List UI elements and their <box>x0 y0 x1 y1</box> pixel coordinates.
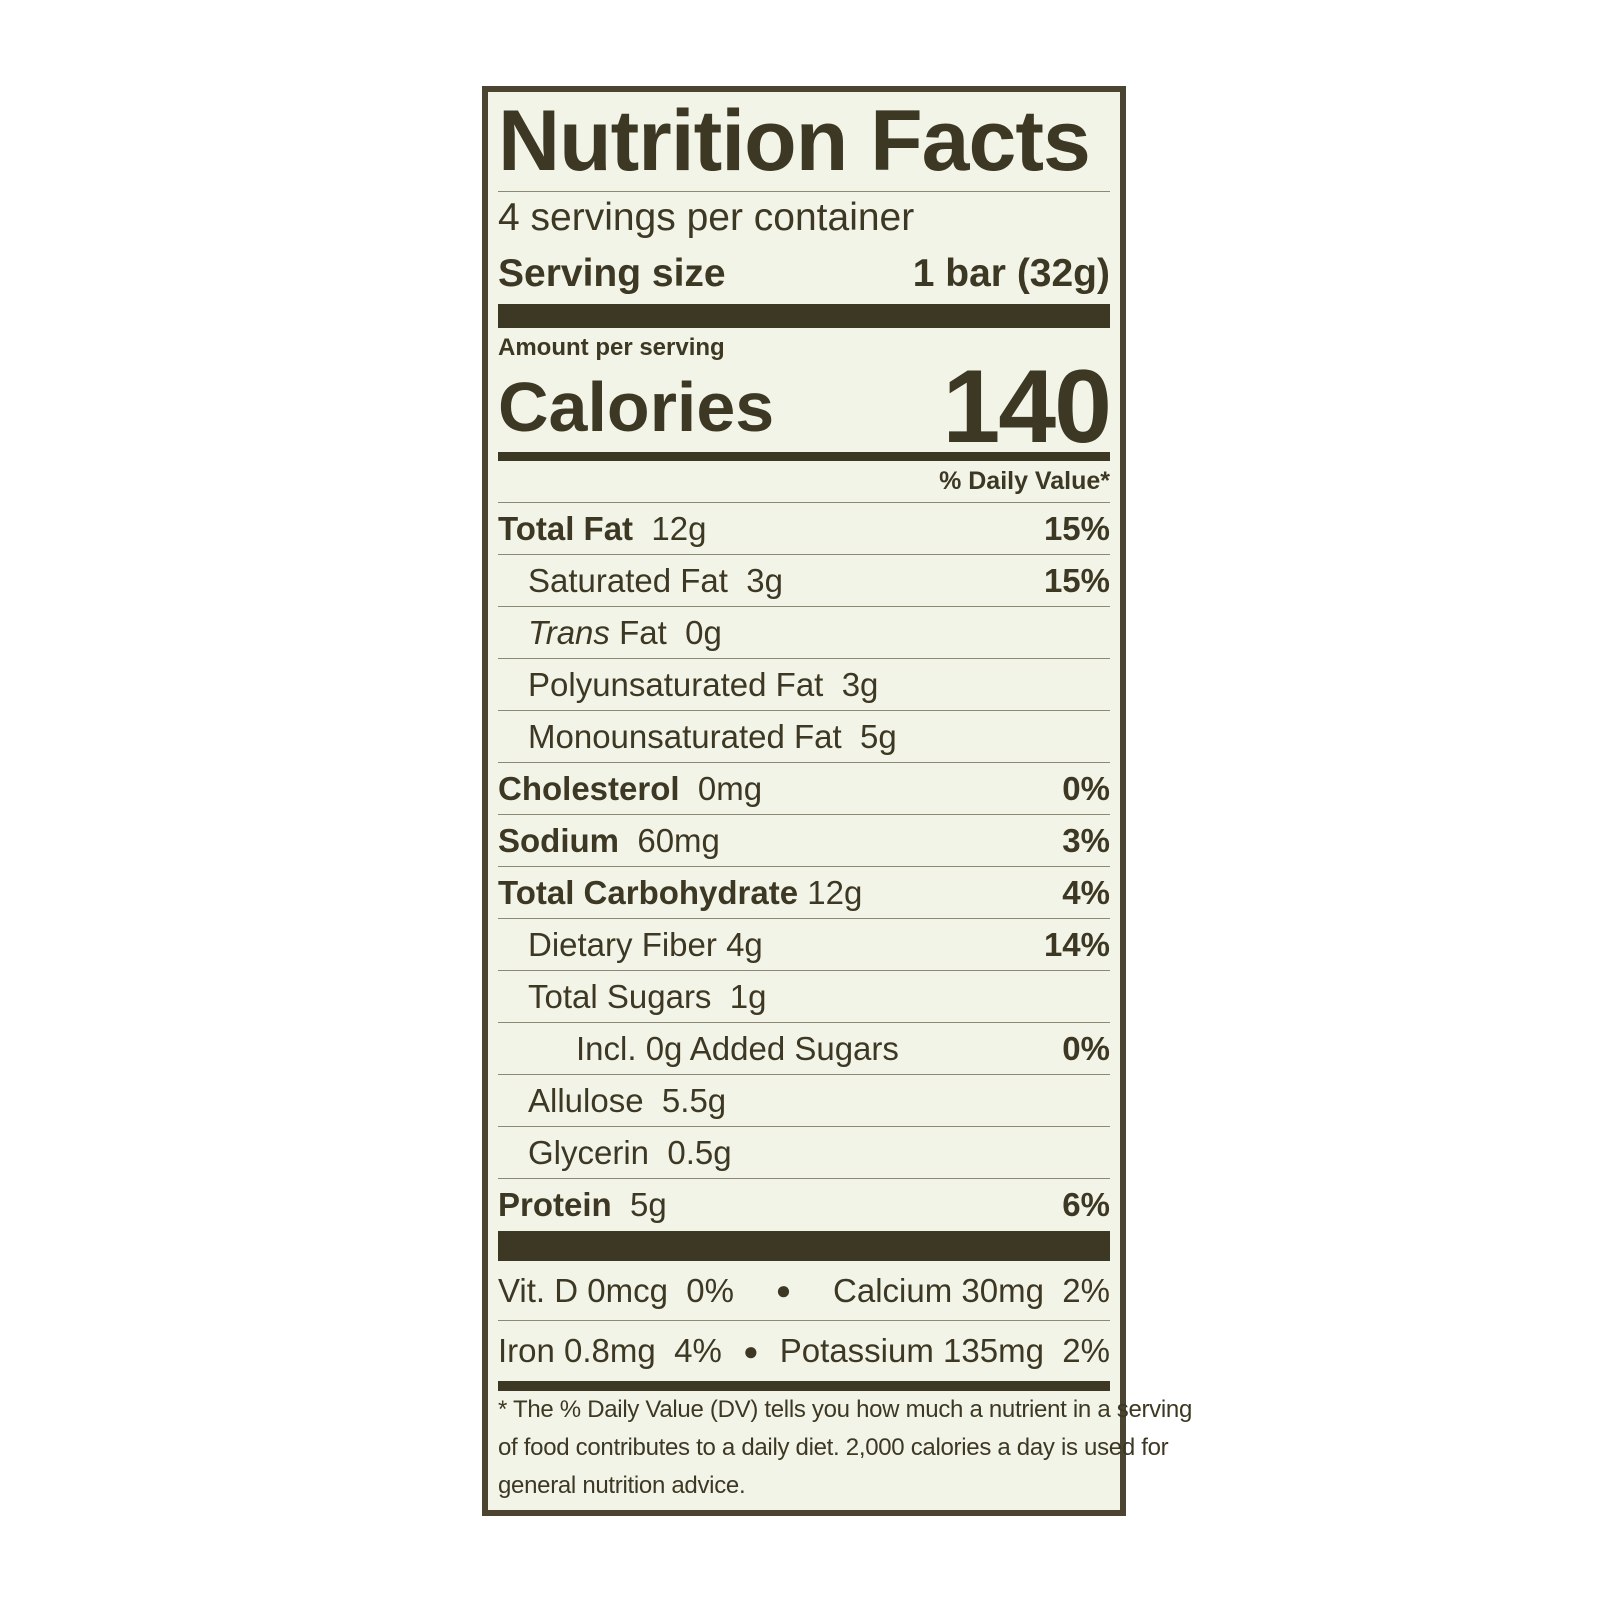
nutrient-row: Trans Fat 0g <box>498 607 1110 659</box>
nutrient-row: Incl. 0g Added Sugars 0% <box>498 1023 1110 1075</box>
thick-rule <box>498 1231 1110 1261</box>
nutrition-label: Nutrition Facts 4 servings per container… <box>482 86 1193 1516</box>
vitamin-name: Potassium 135mg <box>779 1332 1044 1369</box>
nutrient-dv: 15% <box>1043 509 1110 547</box>
nutrient-dv: 0% <box>1062 769 1110 807</box>
nutrient-name: Fat <box>619 613 667 651</box>
title: Nutrition Facts <box>498 92 1110 192</box>
vitamin: Calcium 30mg 2% <box>833 1272 1110 1310</box>
nutrient-dv: 6% <box>1062 1186 1110 1223</box>
nutrient: Cholesterol 0mg <box>498 770 762 808</box>
nutrient-dv: 4% <box>1062 873 1110 911</box>
nutrient: Trans Fat 0g <box>528 614 722 652</box>
nutrient-row: Dietary Fiber 4g 14% <box>498 919 1110 971</box>
nutrient: Total Carbohydrate 12g <box>498 874 862 912</box>
nutrient-name: Total Carbohydrate <box>498 873 799 911</box>
servings: 4 servings per container <box>498 196 915 239</box>
nutrient-amount: 3g <box>746 561 784 599</box>
nutrient-dv: 3% <box>1062 821 1110 859</box>
nutrient-name: Incl. 0g Added Sugars <box>576 1029 899 1067</box>
nutrient-row: Glycerin 0.5g <box>498 1127 1110 1179</box>
nutrient-row: Polyunsaturated Fat 3g <box>498 659 1110 711</box>
nutrient-amount: 4g <box>726 925 763 963</box>
nutrient-name: Dietary Fiber <box>528 925 717 963</box>
medium-rule <box>498 452 1110 461</box>
nutrient-amount: 5g <box>860 717 897 755</box>
serving-size: 1 bar (32g) <box>912 252 1110 295</box>
nutrient-row: Protein 5g 6% <box>498 1179 1110 1231</box>
nutrient: Glycerin 0.5g <box>528 1134 732 1172</box>
nutrient-name-italic: Trans <box>528 613 610 651</box>
nutrient-name: Sodium <box>498 821 619 859</box>
vitamin: Iron 0.8mg 4% <box>498 1332 722 1370</box>
nutrient-amount: 12g <box>651 509 707 547</box>
nutrient-row: Allulose 5.5g <box>498 1075 1110 1127</box>
vitamin-name: Calcium 30mg <box>833 1271 1044 1309</box>
nutrient-amount: 5.5g <box>661 1081 727 1119</box>
nutrient-dv: 0% <box>1062 1029 1110 1067</box>
serving-size-label: Serving size <box>498 252 726 295</box>
vitamin-dv: 2% <box>1062 1332 1110 1369</box>
nutrient-amount: 0mg <box>697 769 763 807</box>
nutrient-amount: 12g <box>807 873 863 911</box>
nutrient-row: Sodium 60mg 3% <box>498 815 1110 867</box>
nutrient-amount: 5g <box>630 1186 667 1223</box>
vitamin-dv: 4% <box>674 1332 722 1369</box>
nutrient: Sodium 60mg <box>498 822 720 860</box>
vitamin-name: Vit. D 0mcg <box>498 1271 668 1309</box>
vitamin-dv: 0% <box>686 1271 734 1309</box>
amount-per-serving: Amount per serving <box>498 334 725 361</box>
nutrient-amount: 0g <box>685 613 722 651</box>
nutrient-name: Polyunsaturated Fat <box>528 665 824 703</box>
footnote-line: * The % Daily Value (DV) tells you how m… <box>498 1396 1193 1423</box>
nutrient: Total Fat 12g <box>498 510 706 548</box>
daily-value-header: % Daily Value* <box>498 461 1110 503</box>
serving-size-row: Serving size 1 bar (32g) <box>498 244 1110 304</box>
bullet: ● <box>742 1335 759 1366</box>
nutrient-amount: 60mg <box>637 821 720 859</box>
nutrient-name: Cholesterol <box>498 769 680 807</box>
nutrient-row: Total Fat 12g 15% <box>498 503 1110 555</box>
nutrient-row: Cholesterol 0mg 0% <box>498 763 1110 815</box>
nutrient: Polyunsaturated Fat 3g <box>528 666 878 704</box>
nutrient-dv: 15% <box>1043 561 1110 599</box>
calories-label: Calories <box>498 368 775 446</box>
nutrient-row: Total Sugars 1g <box>498 971 1110 1023</box>
thick-rule <box>498 304 1110 328</box>
nutrient-name: Monounsaturated Fat <box>528 717 842 755</box>
nutrient: Monounsaturated Fat 5g <box>528 718 897 756</box>
nutrient-amount: 3g <box>841 665 879 703</box>
nutrient: Dietary Fiber 4g <box>528 926 763 964</box>
footnote-line: general nutrition advice. <box>498 1472 746 1499</box>
vitamin: Vit. D 0mcg 0% <box>498 1272 734 1310</box>
calories-row: Calories 140 <box>498 349 1112 465</box>
footnote-line: of food contributes to a daily diet. 2,0… <box>498 1434 1169 1461</box>
nutrient-name: Glycerin <box>528 1133 650 1171</box>
nutrient-name: Protein <box>498 1186 612 1223</box>
medium-rule <box>498 1381 1110 1391</box>
nutrient-row: Saturated Fat 3g 15% <box>498 555 1110 607</box>
nutrient-name: Total Sugars <box>528 977 712 1015</box>
nutrient: Total Sugars 1g <box>528 978 767 1016</box>
nutrient-row: Total Carbohydrate 12g 4% <box>498 867 1110 919</box>
vitamin-dv: 2% <box>1062 1271 1110 1309</box>
vitamin-row: Iron 0.8mg 4% ● Potassium 135mg 2% <box>498 1321 1110 1381</box>
vitamin: Potassium 135mg 2% <box>780 1332 1110 1370</box>
nutrient-name: Total Fat <box>498 509 634 547</box>
nutrient: Protein 5g <box>498 1186 667 1224</box>
nutrient: Saturated Fat 3g <box>528 562 783 600</box>
nutrient-name: Allulose <box>528 1081 644 1119</box>
calories-value: 140 <box>942 348 1112 465</box>
vitamin-row: Vit. D 0mcg 0% ● Calcium 30mg 2% <box>498 1261 1110 1321</box>
nutrient-amount: 1g <box>729 977 767 1015</box>
nutrient-name: Saturated Fat <box>528 561 728 599</box>
vitamin-name: Iron 0.8mg <box>498 1332 656 1369</box>
nutrient-row: Monounsaturated Fat 5g <box>498 711 1110 763</box>
nutrient-dv: 14% <box>1043 925 1110 963</box>
label-content: Nutrition Facts 4 servings per container… <box>498 92 1193 1505</box>
nutrient-amount: 0.5g <box>667 1133 732 1171</box>
bullet: ● <box>775 1275 792 1305</box>
nutrient: Allulose 5.5g <box>528 1082 726 1120</box>
